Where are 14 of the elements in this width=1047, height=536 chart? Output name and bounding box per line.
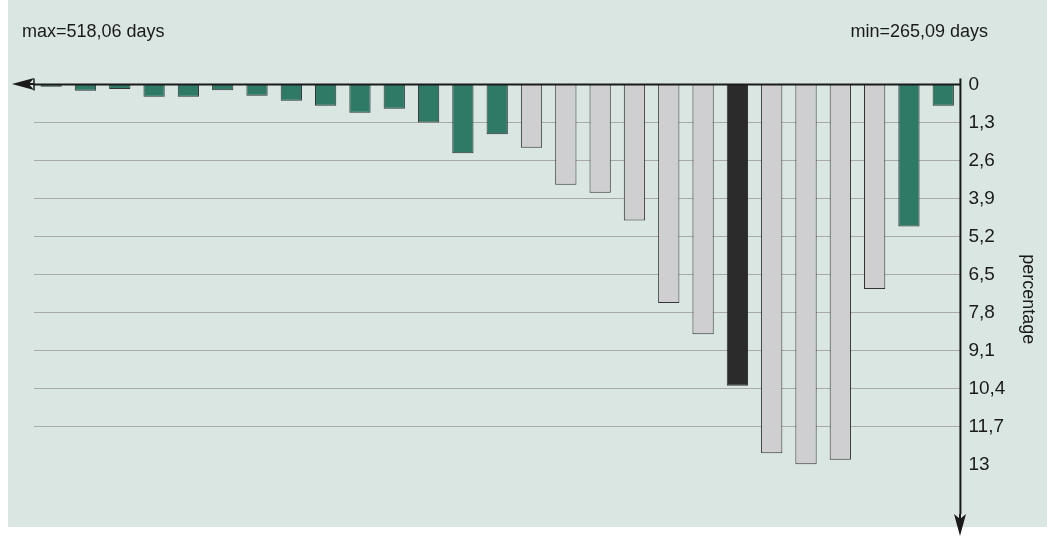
y-tick-label: 11,7 — [968, 414, 1004, 436]
y-tick-label: 9,1 — [968, 338, 995, 360]
y-axis-title: percentage — [1019, 254, 1040, 345]
y-tick-label: 13 — [968, 452, 990, 474]
y-tick-label: 5,2 — [968, 224, 995, 246]
y-tick-label: 6,5 — [968, 262, 995, 284]
y-tick-label: 10,4 — [968, 376, 1006, 398]
y-tick-label: 7,8 — [968, 300, 995, 322]
y-tick-label: 0 — [968, 72, 979, 94]
y-tick-label: 2,6 — [968, 148, 995, 170]
text: min=265,09 days — [850, 20, 988, 41]
y-tick-label: 3,9 — [968, 186, 995, 208]
y-tick-label: 1,3 — [968, 110, 995, 132]
text: max=518,06 days — [22, 20, 165, 41]
